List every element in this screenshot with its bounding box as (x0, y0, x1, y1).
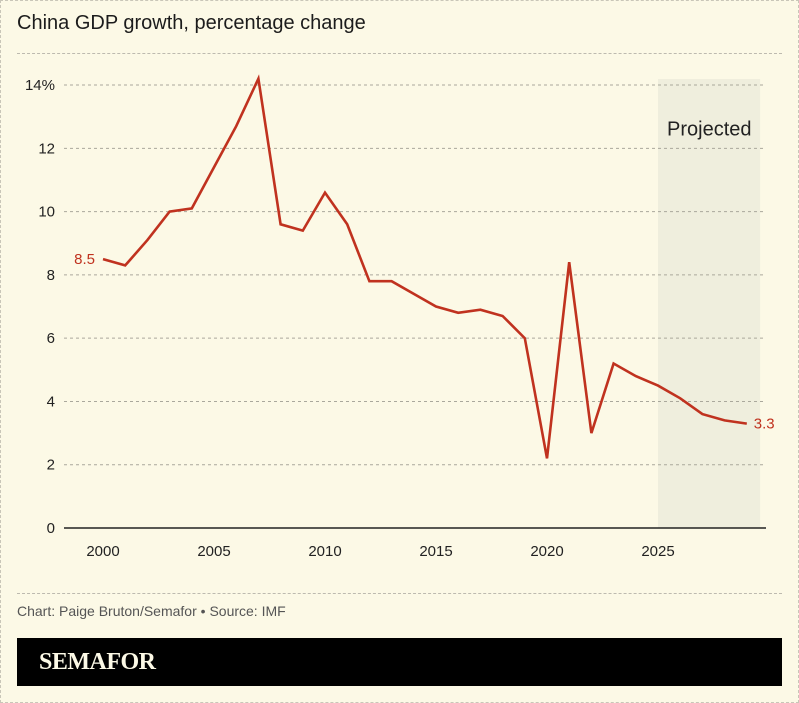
y-tick-label: 8 (47, 267, 55, 284)
brand-logo: SEMAFOR (39, 649, 156, 675)
y-tick-label: 12 (38, 140, 55, 157)
brand-bar: SEMAFOR (17, 638, 782, 686)
y-tick-label: 2 (47, 457, 55, 474)
data-label: 8.5 (74, 251, 95, 268)
gdp-growth-line (102, 74, 747, 459)
y-tick-label: 14% (25, 77, 55, 94)
data-label: 3.3 (754, 416, 775, 433)
line-chart: Projected 0 2 4 6 8 10 12 14% 2000 2005 2010 2015 202… (25, 74, 775, 560)
projected-label: Projected (667, 119, 752, 141)
bottom-divider (17, 593, 782, 594)
x-tick-label: 2025 (641, 543, 674, 560)
x-tick-label: 2015 (419, 543, 452, 560)
top-divider (17, 53, 782, 54)
x-tick-label: 2000 (86, 543, 119, 560)
y-tick-label: 6 (47, 330, 55, 347)
chart-title: China GDP growth, percentage change (17, 12, 366, 34)
projected-band (658, 79, 761, 528)
y-tick-label: 0 (47, 520, 55, 537)
x-tick-label: 2005 (197, 543, 230, 560)
chart-credit: Chart: Paige Bruton/Semafor • Source: IM… (17, 603, 286, 619)
y-tick-label: 10 (38, 204, 55, 221)
x-tick-label: 2020 (530, 543, 563, 560)
y-tick-label: 4 (47, 393, 55, 410)
x-tick-label: 2010 (308, 543, 341, 560)
